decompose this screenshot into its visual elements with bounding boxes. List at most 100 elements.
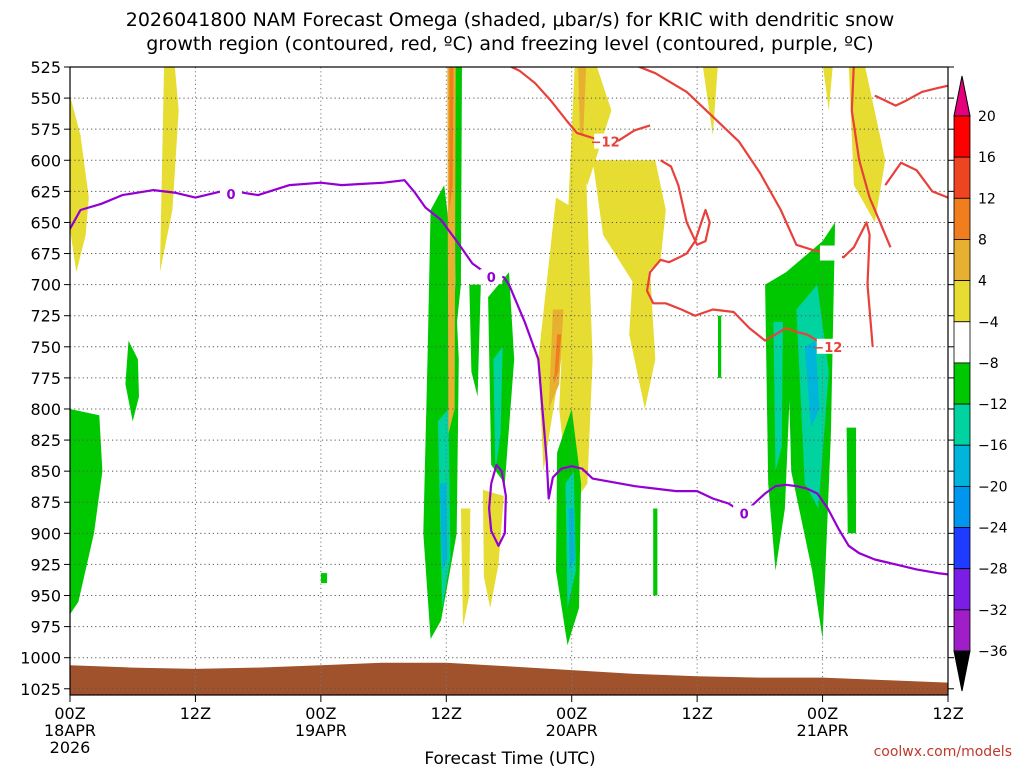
- omega-region-1: [159, 67, 179, 273]
- contour-line-5: [645, 159, 829, 348]
- y-tick-label-725: 725: [30, 307, 61, 326]
- y-tick-label-575: 575: [30, 120, 61, 139]
- contour-label-bg-2-0: [594, 133, 617, 149]
- contour-label-bg-3-0: [819, 245, 842, 261]
- colorbar-bin-9: [953, 485, 971, 528]
- x-tick-label-0-1: 18APR: [44, 721, 96, 740]
- colorbar-bin-4: [953, 280, 971, 323]
- x-tick-label-36-0: 12Z: [431, 704, 462, 723]
- colorbar-level-5: −4: [978, 315, 999, 331]
- omega-region-8: [460, 508, 471, 627]
- omega-region-32: [804, 340, 820, 428]
- contour-label-bg-0-1: [480, 269, 503, 285]
- omega-region-21: [718, 315, 722, 378]
- omega-region-26: [493, 346, 503, 472]
- omega-region-20: [653, 508, 658, 596]
- colorbar-bin-10: [953, 527, 971, 570]
- colorbar: 20 16 12 8 4 −4 −8 −12 −16 −20 −24 −28 −32 −36: [953, 75, 1008, 692]
- terrain-layer: [70, 662, 948, 695]
- colorbar-bin-2: [953, 197, 971, 240]
- y-tick-label-600: 600: [30, 151, 61, 170]
- y-tick-label-900: 900: [30, 524, 61, 543]
- y-tick-label-825: 825: [30, 431, 61, 450]
- contour-label-0-0: 0: [226, 188, 235, 203]
- omega-region-24: [846, 427, 856, 534]
- contour-label-0-2: 0: [740, 507, 749, 522]
- omega-region-30: [440, 483, 448, 571]
- x-tick-label-0-0: 00Z: [54, 704, 85, 723]
- omega-region-6: [629, 247, 656, 409]
- y-tick-label-1025: 1025: [20, 680, 61, 699]
- y-tick-label-975: 975: [30, 618, 61, 637]
- omega-region-13: [125, 340, 139, 422]
- colorbar-level-6: −8: [978, 356, 999, 372]
- contour-line-6: [874, 84, 948, 107]
- credit-text: coolwx.com/models: [874, 744, 1012, 760]
- y-tick-label-625: 625: [30, 182, 61, 201]
- plot-frame: [69, 66, 949, 696]
- omega-region-28: [773, 321, 783, 472]
- contour-label-5-0: −12: [813, 341, 842, 356]
- y-tick-label-1000: 1000: [20, 649, 61, 668]
- y-tick-label-675: 675: [30, 245, 61, 264]
- y-tick-label-700: 700: [30, 276, 61, 295]
- omega-region-14: [320, 573, 328, 584]
- chart-title-line-1: 2026041800 NAM Forecast Omega (shaded, μ…: [126, 9, 895, 31]
- x-tick-label-24-1: 19APR: [295, 721, 347, 740]
- omega-region-37: [553, 334, 562, 385]
- colorbar-level-2: 12: [978, 191, 996, 207]
- y-axis: 525 550 575 600 625 650 675 700 725 750 775 800 825 8…: [20, 58, 954, 699]
- colorbar-bottom-arrow: [953, 650, 971, 692]
- y-tick-label-775: 775: [30, 369, 61, 388]
- colorbar-level-9: −20: [978, 479, 1008, 495]
- colorbar-bin-8: [953, 444, 971, 487]
- colorbar-level-11: −28: [978, 562, 1008, 578]
- contour-label-bg-0-0: [219, 185, 242, 201]
- contour-line-1: [488, 463, 507, 547]
- x-tick-label-60-0: 12Z: [681, 704, 712, 723]
- contour-label-bg-5-0: [816, 338, 839, 354]
- colorbar-top-arrow: [953, 75, 971, 117]
- colorbar-level-8: −16: [978, 438, 1008, 454]
- omega-region-11: [848, 67, 886, 223]
- colorbar-level-10: −24: [978, 521, 1008, 537]
- y-tick-label-650: 650: [30, 213, 61, 232]
- x-tick-label-72-1: 21APR: [797, 721, 849, 740]
- colorbar-level-7: −12: [978, 397, 1008, 413]
- colorbar-level-1: 16: [978, 150, 996, 166]
- y-tick-label-525: 525: [30, 58, 61, 77]
- contour-label-bg-0-2: [733, 505, 756, 521]
- omega-region-10: [823, 67, 833, 111]
- contour-label-0-1: 0: [487, 271, 496, 286]
- contour-line-7: [884, 161, 948, 199]
- chart-title-line-2: growth region (contoured, red, ºC) and f…: [146, 33, 873, 55]
- x-tick-label-12-0: 12Z: [180, 704, 211, 723]
- omega-region-18: [469, 284, 481, 397]
- colorbar-level-12: −32: [978, 603, 1008, 619]
- colorbar-bin-12: [953, 609, 971, 652]
- y-tick-label-800: 800: [30, 400, 61, 419]
- contour-line-2: [509, 67, 651, 143]
- colorbar-level-3: 8: [978, 232, 987, 248]
- colorbar-level-4: 4: [978, 274, 987, 290]
- y-tick-label-850: 850: [30, 462, 61, 481]
- x-tick-label-0-2: 2026: [50, 738, 91, 757]
- y-tick-label-950: 950: [30, 587, 61, 606]
- terrain-fill: [70, 662, 948, 695]
- colorbar-level-13: −36: [978, 644, 1008, 660]
- contour-line-4: [850, 67, 892, 248]
- omega-region-12: [70, 409, 103, 615]
- y-tick-label-750: 750: [30, 338, 61, 357]
- contour-line-3: [636, 67, 874, 347]
- omega-region-0: [70, 95, 89, 273]
- colorbar-bin-5: [953, 321, 971, 364]
- contour-line-0: [70, 179, 948, 576]
- colorbar-level-0: 20: [978, 109, 996, 125]
- omega-region-7: [482, 489, 504, 608]
- colorbar-bin-0: [953, 115, 971, 158]
- x-tick-label-48-0: 00Z: [556, 704, 587, 723]
- colorbar-bin-6: [953, 362, 971, 405]
- x-tick-label-48-1: 20APR: [546, 721, 598, 740]
